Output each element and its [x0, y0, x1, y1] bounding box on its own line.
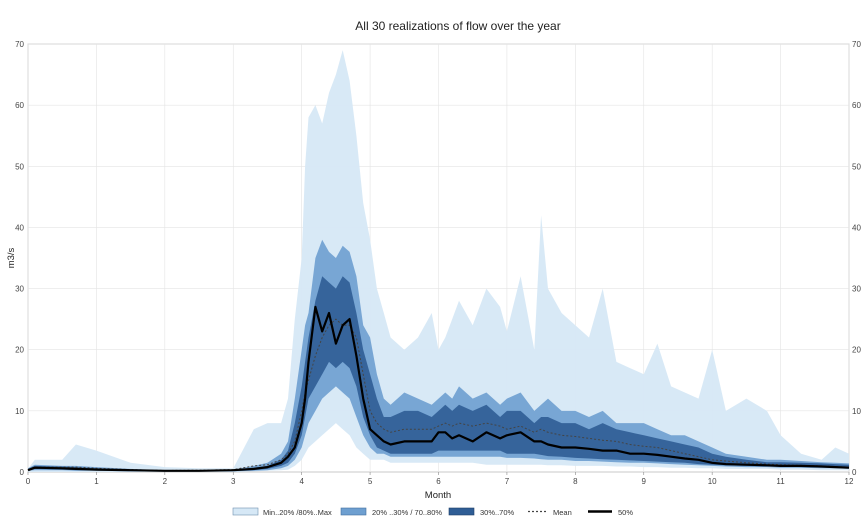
x-tick-label: 7 — [505, 477, 510, 486]
x-tick-label: 2 — [163, 477, 168, 486]
y-tick-label-right: 70 — [852, 40, 861, 49]
y-axis-label: m3/s — [6, 247, 17, 268]
legend-label-median: 50% — [618, 508, 633, 517]
x-tick-label: 1 — [94, 477, 99, 486]
x-tick-label: 11 — [776, 477, 785, 486]
x-tick-label: 4 — [299, 477, 304, 486]
y-tick-label-right: 0 — [852, 468, 857, 477]
legend: Min..20% /80%..Max 20% ..30% / 70..80% 3… — [232, 507, 633, 517]
legend-label-outer-band: Min..20% /80%..Max — [263, 508, 332, 517]
y-tick-label-left: 50 — [15, 162, 24, 171]
series-line-mean — [27, 318, 850, 471]
y-tick-label-right: 40 — [852, 223, 861, 232]
legend-swatch-middle-band — [340, 507, 367, 516]
x-tick-label: 10 — [708, 477, 717, 486]
chart-title: All 30 realizations of flow over the yea… — [355, 19, 560, 33]
y-tick-label-left: 30 — [15, 285, 24, 294]
x-tick-label: 0 — [26, 477, 31, 486]
y-tick-label-right: 10 — [852, 407, 861, 416]
x-tick-label: 9 — [642, 477, 647, 486]
y-tick-label-right: 30 — [852, 285, 861, 294]
x-tick-label: 5 — [368, 477, 373, 486]
legend-label-middle-band: 20% ..30% / 70..80% — [372, 508, 442, 517]
series-line-median — [27, 305, 850, 472]
x-axis-label: Month — [425, 490, 451, 501]
x-tick-label: 12 — [845, 477, 854, 486]
band-min-max — [28, 50, 849, 472]
legend-swatch-outer-band — [232, 507, 259, 516]
x-tick-label: 8 — [573, 477, 578, 486]
x-tick-label: 3 — [231, 477, 236, 486]
y-tick-label-right: 50 — [852, 162, 861, 171]
y-tick-label-left: 60 — [15, 101, 24, 110]
y-tick-label-left: 0 — [20, 468, 25, 477]
x-tick-label: 6 — [436, 477, 441, 486]
y-tick-label-right: 60 — [852, 101, 861, 110]
legend-label-inner-band: 30%..70% — [480, 508, 515, 517]
y-tick-label-left: 40 — [15, 223, 24, 232]
y-tick-label-right: 20 — [852, 346, 861, 355]
legend-label-mean: Mean — [553, 508, 572, 517]
y-tick-label-left: 10 — [15, 407, 24, 416]
y-tick-label-left: 70 — [15, 40, 24, 49]
series-lines — [27, 305, 850, 472]
y-tick-label-left: 20 — [15, 346, 24, 355]
legend-swatch-inner-band — [448, 507, 475, 516]
